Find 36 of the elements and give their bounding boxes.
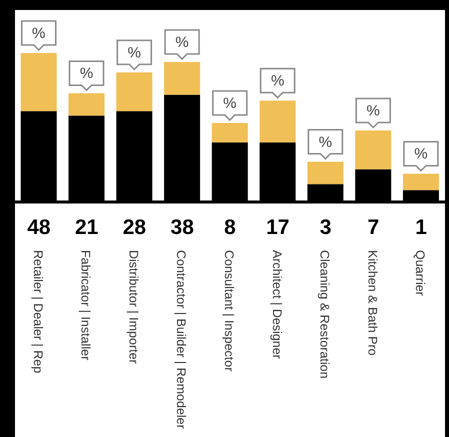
text: % (32, 25, 46, 42)
bar (355, 130, 392, 170)
text: 7 (367, 216, 380, 239)
bar (68, 93, 105, 116)
text: 38 (170, 216, 194, 239)
x-tick-label: Contractor | Builder | Remodeler (174, 250, 188, 429)
annotation: % (414, 146, 428, 163)
text: 8 (224, 216, 236, 239)
text: 17 (266, 216, 290, 239)
x-tick-label: Cleaning & Restoration (318, 250, 332, 379)
bar (20, 53, 57, 112)
bar (402, 174, 439, 190)
x-tick-label: Retailer | Dealer | Rep (30, 250, 45, 374)
annotation: % (128, 44, 141, 62)
x-tick-label: Fabricator | Installer (78, 250, 93, 360)
x-tick-label: Architect | Designer (270, 250, 284, 359)
annotation: % (366, 102, 380, 120)
annotation: % (270, 72, 284, 90)
bar (164, 62, 200, 95)
bar (307, 162, 344, 184)
bar (116, 72, 152, 112)
x-tick-label: Kitchen & Bath Pro (365, 250, 380, 356)
bar (212, 123, 248, 142)
text: % (175, 34, 189, 51)
x-tick-label: Quarrier (413, 250, 428, 296)
x-tick-label: Distributor | Importer (126, 250, 140, 364)
text: 48 (27, 216, 51, 239)
annotation: % (80, 65, 94, 82)
text: 1 (415, 216, 428, 239)
text: 28 (122, 216, 146, 239)
x-tick-label: Consultant | Inspector (222, 250, 236, 372)
annotation: % (223, 95, 237, 112)
text: 21 (74, 216, 99, 239)
text: 3 (320, 216, 332, 239)
bar (260, 100, 296, 142)
annotation: % (318, 134, 332, 151)
